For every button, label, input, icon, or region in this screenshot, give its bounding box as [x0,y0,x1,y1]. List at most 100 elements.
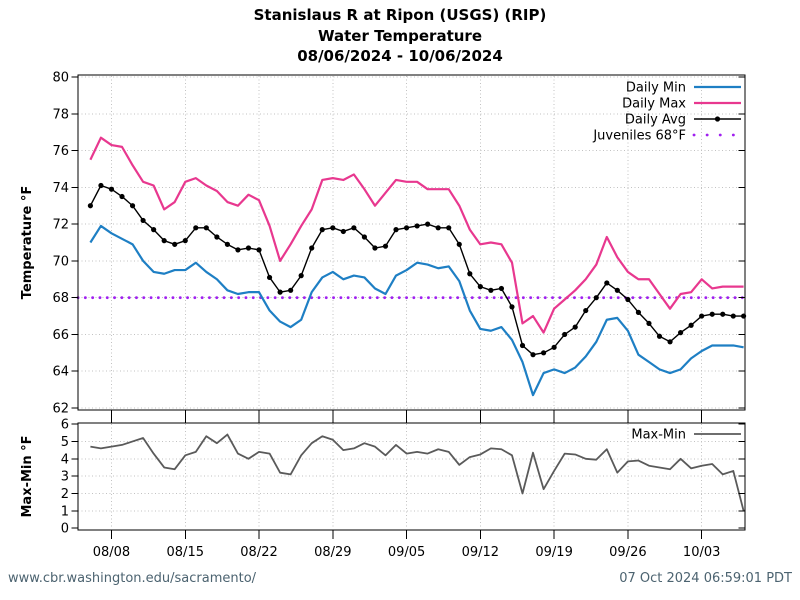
y-tick-label: 0 [61,522,69,537]
tick-labels: 62 64 66 68 70 72 74 76 78 80 0 1 2 3 4 5 6 08/08 08/15 08/… [52,71,720,561]
y-tick-label: 70 [52,254,69,269]
daily-avg-marker [193,225,199,231]
y-tick-label: 1 [61,504,69,519]
daily-avg-marker [688,322,694,328]
y-tick-label: 2 [61,487,69,502]
daily-avg-marker [140,217,146,224]
daily-avg-marker [446,225,452,231]
daily-avg-marker [425,221,431,227]
daily-avg-marker [87,203,93,209]
daily-avg-marker [382,243,389,249]
daily-avg-marker [351,225,357,231]
daily-avg-marker [656,333,663,339]
daily-max-line [89,136,744,334]
daily-avg-marker [509,304,515,310]
daily-avg-marker [108,186,115,192]
y-tick-label: 68 [52,291,69,306]
daily-avg-marker [298,273,304,279]
daily-avg-marker [277,289,283,295]
y-tick-label: 80 [52,71,69,86]
daily-avg-marker [403,225,410,231]
daily-avg-marker [551,344,557,350]
daily-avg-marker [646,320,652,327]
y-tick-label: 72 [52,218,69,233]
daily-avg-marker [224,241,231,247]
daily-avg-marker [98,182,104,189]
x-tick-label: 08/08 [93,545,130,560]
y-tick-label: 76 [52,144,69,159]
legend-daily-min-label: Daily Min [626,81,686,96]
daily-avg-marker [414,223,420,229]
daily-min-line [89,224,744,397]
daily-avg-marker [172,241,178,247]
y-axis-label-temperature: Temperature °F [20,186,35,299]
x-tick-label: 09/26 [609,545,646,560]
daily-avg-marker [182,238,188,244]
daily-avg-marker [604,280,610,286]
daily-avg-marker [709,311,715,317]
daily-avg-marker [519,342,526,349]
y-tick-label: 5 [61,435,69,450]
legend-juveniles-label: Juveniles 68°F [592,129,686,144]
daily-avg-marker [498,285,505,292]
daily-avg-marker [214,234,220,240]
max-min-line [90,433,745,512]
daily-avg-marker [614,287,620,293]
legend-daily-max-label: Daily Max [622,97,686,112]
daily-avg-marker [340,228,346,235]
daily-avg-marker [372,245,378,251]
x-tick-label: 09/19 [535,545,572,560]
daily-avg-marker [625,296,631,303]
y-tick-label: 78 [52,107,69,122]
daily-avg-marker [319,227,325,233]
y-tick-label: 74 [52,181,69,196]
daily-avg-marker [235,247,241,253]
y-tick-label: 62 [52,402,69,417]
daily-avg-marker [245,245,252,251]
footer-timestamp: 07 Oct 2024 06:59:01 PDT [619,571,792,586]
daily-avg-marker [540,350,547,356]
daily-avg-marker [730,313,736,319]
x-tick-label: 09/12 [462,545,499,560]
x-tick-label: 08/29 [314,545,351,560]
daily-avg-marker [677,330,684,336]
daily-avg-marker [119,193,125,200]
y-tick-label: 4 [61,452,69,467]
daily-avg-marker [583,307,589,314]
daily-avg-marker [161,238,167,244]
daily-avg-marker [456,241,462,247]
daily-avg-marker [667,339,673,345]
footer-url[interactable]: www.cbr.washington.edu/sacramento/ [8,571,257,586]
x-tick-label: 08/15 [167,545,204,560]
y-tick-label: 3 [61,470,69,485]
chart-subtitle: Water Temperature [318,27,482,45]
daily-avg-marker [699,313,705,319]
gridlines [78,76,745,529]
daily-avg-marker [572,324,578,330]
daily-avg-marker [129,203,136,209]
y-tick-label: 66 [52,328,69,343]
daily-avg-marker [530,352,536,358]
chart-title: Stanislaus R at Ripon (USGS) (RIP) [254,6,547,24]
x-tick-label: 09/05 [388,545,425,560]
axis-ticks [71,76,745,539]
legend-max-min-label: Max-Min [631,428,686,443]
daily-avg-marker [393,227,399,233]
top-panel-border [77,74,746,411]
daily-avg-marker [562,331,568,338]
daily-avg-marker [361,234,368,240]
daily-avg-marker [467,271,473,277]
legend-daily-avg-marker [714,116,721,122]
y-tick-label: 6 [61,418,69,433]
daily-avg-marker [635,309,642,315]
bottom-panel-border [77,422,746,531]
data-series [87,136,747,512]
x-tick-label: 08/22 [240,545,277,560]
daily-avg-marker [488,287,494,293]
x-tick-label: 10/03 [683,545,720,560]
daily-avg-marker [330,225,336,231]
daily-avg-marker [435,225,441,231]
daily-avg-marker [203,225,209,231]
